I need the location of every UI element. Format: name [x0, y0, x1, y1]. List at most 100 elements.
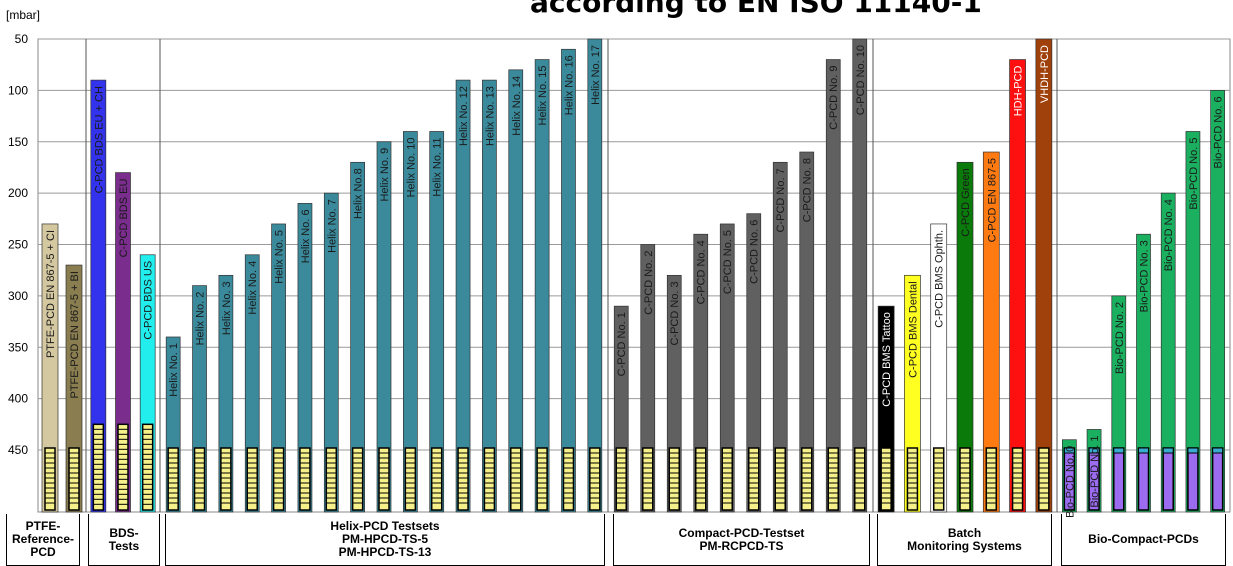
bar-label: C-PCD BMS Tattoo	[881, 312, 893, 407]
bar-label: Helix No. 17	[590, 45, 602, 105]
bar-label: C-PCD No. 4	[696, 240, 708, 304]
group-label-line: Compact-PCD-Testset	[679, 527, 805, 540]
bar-label: Bio-PCD No. 1	[1089, 435, 1101, 507]
bar-label: Bio-PCD No. 2	[1114, 302, 1126, 374]
group-label-line: Tests	[109, 540, 139, 553]
bar-base-cap	[1114, 448, 1124, 453]
bar-label: Helix No. 11	[432, 137, 444, 196]
y-tick-label: 300	[8, 289, 28, 303]
bar-base	[696, 448, 706, 510]
bar-base-cap	[1139, 448, 1149, 453]
bar-label: C-PCD BMS Dental	[907, 281, 919, 378]
bar-label: C-PCD BDS EU	[118, 179, 130, 258]
bar-base	[118, 424, 128, 510]
bar-base	[775, 448, 785, 510]
bar-label: HDH-PCD	[1013, 66, 1025, 117]
bar-base	[828, 448, 838, 510]
group-label-line: PM-HPCD-TS-13	[330, 546, 439, 559]
bar-label: C-PCD No. 2	[643, 251, 655, 315]
bar-label: Helix No. 15	[537, 66, 549, 126]
group-label-line: PM-RCPCD-TS	[679, 540, 805, 553]
bar-base	[960, 448, 970, 510]
bar	[588, 39, 602, 512]
bar	[561, 49, 575, 512]
bar-base	[195, 448, 205, 510]
bar-base	[537, 448, 547, 510]
bar-base	[590, 448, 600, 510]
bar-label: C-PCD EN 867-5	[986, 158, 998, 242]
bar-base	[1039, 448, 1049, 510]
bar-base	[353, 448, 363, 510]
bar-base	[405, 448, 415, 510]
bar-label: Helix No. 3	[221, 281, 233, 335]
bar-label: Helix No. 12	[458, 86, 470, 146]
bar-label: Helix No. 10	[405, 137, 417, 197]
bar-base	[616, 448, 626, 510]
y-tick-label: 100	[8, 83, 28, 97]
group-label: Batch Monitoring Systems	[877, 514, 1052, 566]
bar-base	[221, 448, 231, 510]
bar-base	[511, 448, 521, 510]
bar-base	[881, 448, 891, 510]
bar-base	[458, 448, 468, 510]
bar-label: C-PCD Green	[960, 168, 972, 236]
bar-label: C-PCD No. 3	[669, 281, 681, 345]
group-label: Helix-PCD Testsets PM-HPCD-TS-5 PM-HPCD-TS…	[165, 514, 605, 566]
y-tick-label: 200	[8, 186, 28, 200]
bar	[1010, 60, 1026, 512]
y-tick-label: 400	[8, 392, 28, 406]
bar-label: VHDH-PCD	[1039, 45, 1051, 103]
group-label-line: PCD	[12, 546, 74, 559]
group-label: Compact-PCD-Testset PM-RCPCD-TS	[613, 514, 870, 566]
bar-label: C-PCD BDS US	[143, 261, 155, 340]
bar-label: Helix No. 14	[511, 76, 523, 136]
bar-base	[300, 448, 310, 510]
bar-base	[643, 448, 653, 510]
bar-base	[855, 448, 865, 510]
bar-base-cap	[1213, 448, 1223, 453]
bar-base	[274, 448, 284, 510]
bar-base	[749, 448, 759, 510]
bar-label: PTFE-PCD EN 867-5 + BI	[69, 271, 81, 398]
bar-base	[247, 448, 257, 510]
bar-label: Helix No. 1	[168, 343, 180, 397]
bar-base	[1188, 448, 1198, 510]
bar-base	[907, 448, 917, 510]
bar	[535, 60, 549, 512]
bar-label: Helix No. 9	[379, 148, 391, 202]
bar-label: Helix No. 13	[484, 86, 496, 146]
bar	[1036, 39, 1052, 512]
y-tick-label: 350	[8, 340, 28, 354]
y-tick-label: 250	[8, 238, 28, 252]
bar-label: C-PCD No. 9	[828, 66, 840, 130]
bar-label: C-PCD No. 7	[775, 168, 787, 232]
bar-base	[802, 448, 812, 510]
bar-base	[143, 424, 153, 510]
bar-label: Bio-PCD No. 4	[1163, 199, 1175, 271]
bar-base-cap	[1163, 448, 1173, 453]
group-label: PTFE- Reference- PCD	[6, 514, 80, 566]
bar-base	[669, 448, 679, 510]
bar-base	[379, 448, 389, 510]
bar-base	[168, 448, 178, 510]
bar-label: Helix No. 5	[274, 230, 286, 284]
bar-label: C-PCD BDS EU + CH	[93, 86, 105, 193]
bar-label: C-PCD BMS Ophth.	[934, 230, 946, 328]
bar-base	[93, 424, 103, 510]
bar-label: Helix No.8	[353, 168, 365, 219]
group-label-line: Batch	[907, 527, 1022, 540]
bar-label: Bio-PCD No. 3	[1139, 240, 1151, 312]
bar-label: Helix No. 7	[326, 199, 338, 253]
group-label: BDS- Tests	[88, 514, 160, 566]
bar-base	[484, 448, 494, 510]
group-label: Bio-Compact-PCDs	[1061, 514, 1226, 566]
bar-label: C-PCD No. 10	[855, 45, 867, 115]
bar-label: Helix No. 6	[300, 209, 312, 263]
bar-base	[1163, 448, 1173, 510]
bar-base	[934, 448, 944, 510]
bar-label: C-PCD No. 8	[802, 158, 814, 222]
bar-base	[45, 448, 55, 510]
bar-base	[326, 448, 336, 510]
bar-label: Helix No. 4	[247, 261, 259, 315]
group-label-line: Bio-Compact-PCDs	[1088, 533, 1199, 546]
